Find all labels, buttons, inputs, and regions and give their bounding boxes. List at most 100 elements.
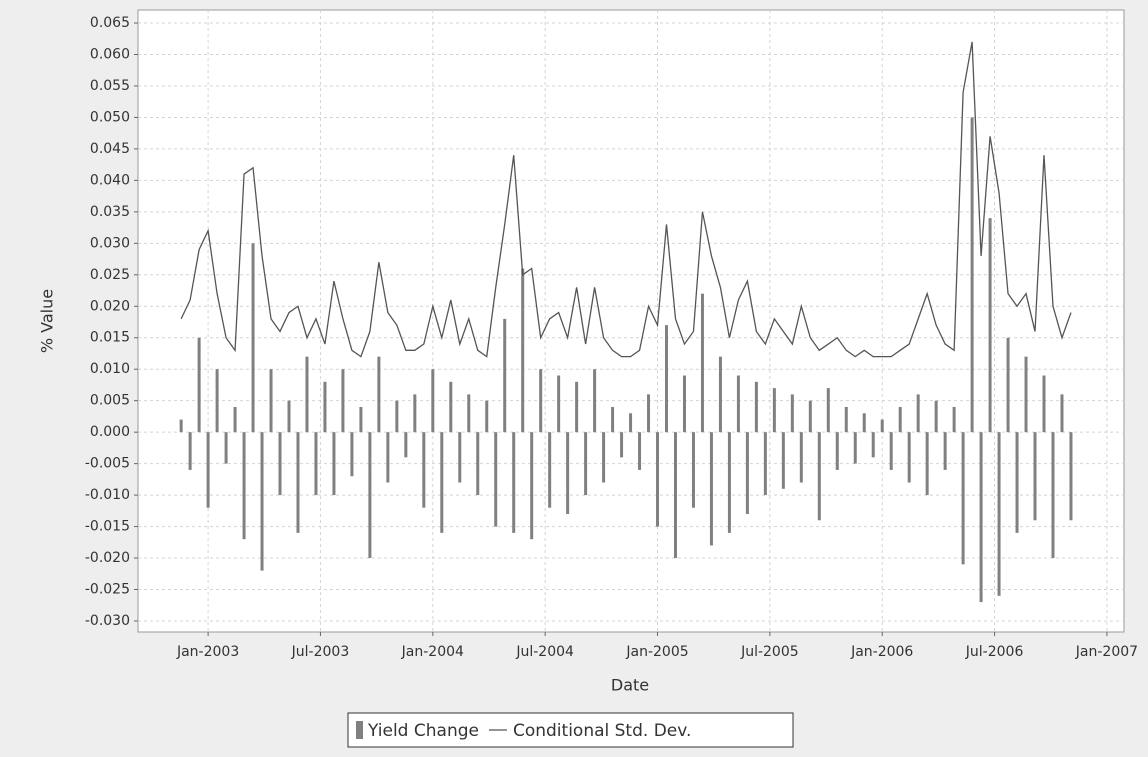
bar (826, 388, 830, 433)
y-tick-label: -0.015 (85, 519, 130, 535)
y-tick-label: -0.005 (85, 456, 130, 472)
bar (781, 432, 785, 489)
bar (386, 432, 390, 483)
y-axis-label: % Value (38, 289, 57, 353)
bar (736, 375, 740, 433)
y-tick-label: -0.030 (85, 613, 130, 629)
y-tick-label: 0.055 (90, 78, 130, 94)
bar (745, 432, 749, 514)
y-tick-label: 0.060 (90, 47, 130, 63)
bar (197, 337, 201, 433)
x-tick-label: Jul-2003 (291, 644, 350, 660)
bar (314, 432, 318, 496)
bar (979, 432, 983, 603)
y-tick-label: 0.020 (90, 298, 130, 314)
bar (449, 381, 453, 433)
x-tick-label: Jan-2007 (1075, 644, 1138, 660)
y-tick-label: -0.025 (85, 582, 130, 598)
bar (970, 117, 974, 433)
bar (629, 413, 633, 433)
bar (1015, 432, 1019, 533)
bar (871, 432, 875, 458)
bar (952, 406, 956, 433)
bar (188, 432, 192, 470)
bar (817, 432, 821, 521)
y-tick-label: 0.065 (90, 15, 130, 31)
bar (808, 400, 812, 433)
bar (557, 375, 561, 433)
x-tick-label: Jan-2005 (625, 644, 688, 660)
bar (413, 394, 417, 433)
bar (682, 375, 686, 433)
bar (790, 394, 794, 433)
bar (638, 432, 642, 470)
bar (844, 406, 848, 433)
bar (566, 432, 570, 514)
bar (1024, 356, 1028, 433)
bar (611, 406, 615, 433)
bar (620, 432, 624, 458)
x-axis-label: Date (611, 676, 649, 695)
bar (584, 432, 588, 496)
bar (925, 432, 929, 496)
bar (772, 388, 776, 433)
bar (647, 394, 651, 433)
bar (754, 381, 758, 433)
bar (233, 406, 237, 433)
bar (889, 432, 893, 470)
bar (332, 432, 336, 496)
plot-area (137, 9, 1125, 633)
bar (521, 268, 525, 433)
bar (691, 432, 695, 508)
y-tick-label: -0.020 (85, 550, 130, 566)
bar (593, 369, 597, 433)
y-tick-label: 0.010 (90, 361, 130, 377)
bar (431, 369, 435, 433)
bar (916, 394, 920, 433)
legend-label: Conditional Std. Dev. (513, 721, 691, 741)
bar (862, 413, 866, 433)
y-tick-label: 0.015 (90, 330, 130, 346)
bar (907, 432, 911, 483)
bar (503, 318, 507, 433)
bar (296, 432, 300, 533)
legend-label: Yield Change (367, 721, 479, 741)
bar (943, 432, 947, 470)
bar (494, 432, 498, 527)
bar (1006, 337, 1010, 433)
bar (404, 432, 408, 458)
bar (206, 432, 210, 508)
bar (656, 432, 660, 527)
bar (341, 369, 345, 433)
line (180, 41, 1072, 358)
x-tick-label: Jul-2004 (515, 644, 574, 660)
x-tick-label: Jan-2003 (176, 644, 239, 660)
bar (224, 432, 228, 464)
bar (539, 369, 543, 433)
bar (880, 419, 884, 433)
bar (763, 432, 767, 496)
y-tick-label: -0.010 (85, 487, 130, 503)
bar (602, 432, 606, 483)
bar (1069, 432, 1073, 521)
bar (395, 400, 399, 433)
bar (485, 400, 489, 433)
bar (350, 432, 354, 477)
y-tick-label: 0.035 (90, 204, 130, 220)
y-tick-label: 0.045 (90, 141, 130, 157)
x-tick-label: Jul-2006 (965, 644, 1024, 660)
bar (323, 381, 327, 433)
bar (440, 432, 444, 533)
bar (1051, 432, 1055, 559)
bar (709, 432, 713, 546)
bar (530, 432, 534, 540)
bar (278, 432, 282, 496)
bar (673, 432, 677, 559)
legend-swatch (356, 721, 363, 739)
bar (377, 356, 381, 433)
y-tick-label: 0.025 (90, 267, 130, 283)
bar (575, 381, 579, 433)
legend (347, 712, 794, 748)
y-tick-label: 0.005 (90, 393, 130, 409)
